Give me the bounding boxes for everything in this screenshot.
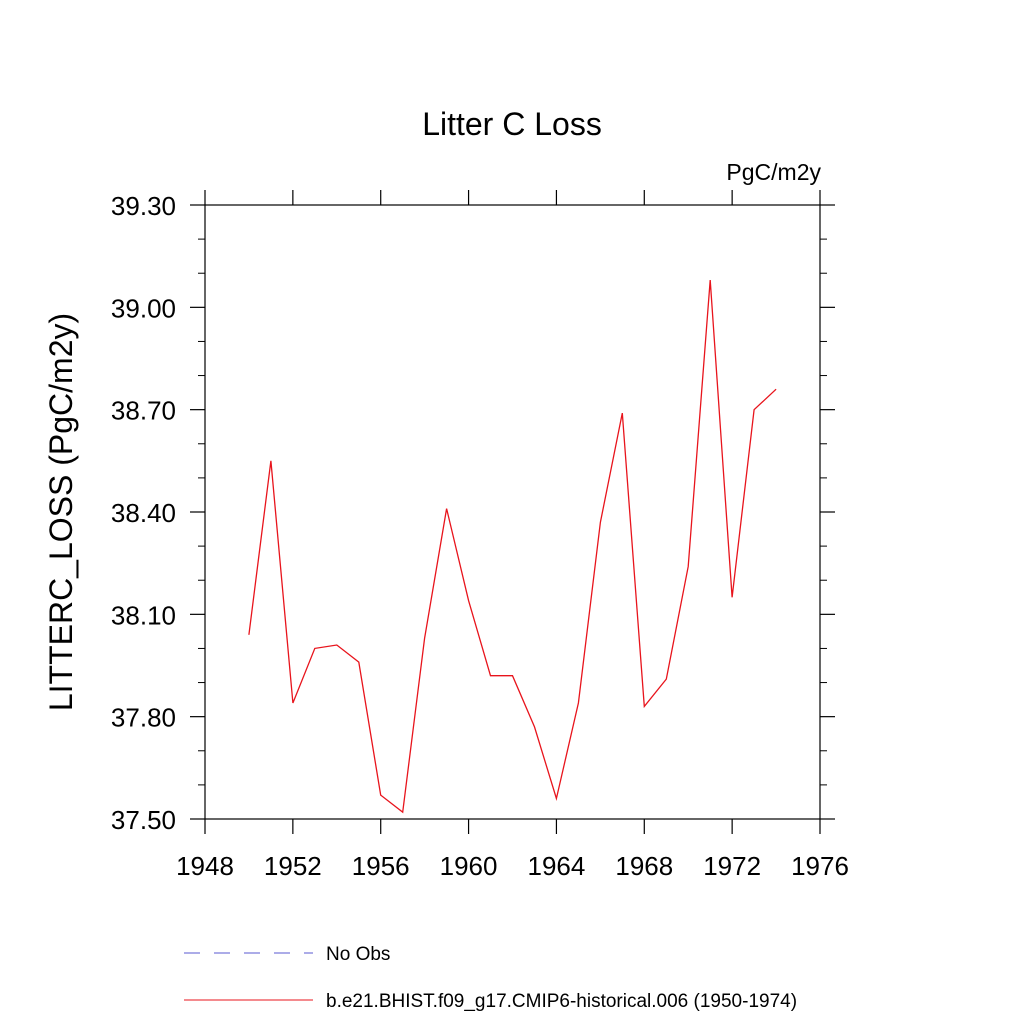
y-tick-label: 39.30 bbox=[111, 191, 176, 221]
x-tick-label: 1960 bbox=[440, 851, 498, 881]
y-tick-label: 37.80 bbox=[111, 703, 176, 733]
x-tick-label: 1952 bbox=[264, 851, 322, 881]
series-line bbox=[248, 279, 777, 814]
x-tick-label: 1948 bbox=[176, 851, 234, 881]
y-axis-label: LITTERC_LOSS (PgC/m2y) bbox=[43, 313, 79, 711]
y-tick-labels: 37.50 37.80 38.10 38.40 38.70 39.00 39.30 bbox=[111, 191, 176, 835]
legend: No Obs b.e21.BHIST.f09_g17.CMIP6-historic… bbox=[184, 944, 797, 1012]
y-tick-label: 38.10 bbox=[111, 600, 176, 630]
chart-title: Litter C Loss bbox=[422, 106, 602, 142]
y-tick-label: 39.00 bbox=[111, 293, 176, 323]
x-tick-label: 1976 bbox=[791, 851, 849, 881]
y-tick-label: 38.40 bbox=[111, 498, 176, 528]
axis-ticks bbox=[190, 190, 835, 834]
series-layer bbox=[248, 279, 777, 814]
units-label: PgC/m2y bbox=[726, 159, 821, 185]
plot-frame bbox=[204, 204, 821, 820]
legend-label: b.e21.BHIST.f09_g17.CMIP6-historical.006… bbox=[326, 991, 797, 1012]
x-tick-label: 1972 bbox=[703, 851, 761, 881]
y-tick-label: 37.50 bbox=[111, 805, 176, 835]
y-tick-label: 38.70 bbox=[111, 396, 176, 426]
x-tick-label: 1956 bbox=[352, 851, 410, 881]
x-tick-label: 1964 bbox=[528, 851, 586, 881]
x-tick-label: 1968 bbox=[615, 851, 673, 881]
legend-label: No Obs bbox=[326, 944, 390, 965]
x-tick-labels: 1948 1952 1956 1960 1964 1968 1972 1976 bbox=[176, 851, 849, 881]
